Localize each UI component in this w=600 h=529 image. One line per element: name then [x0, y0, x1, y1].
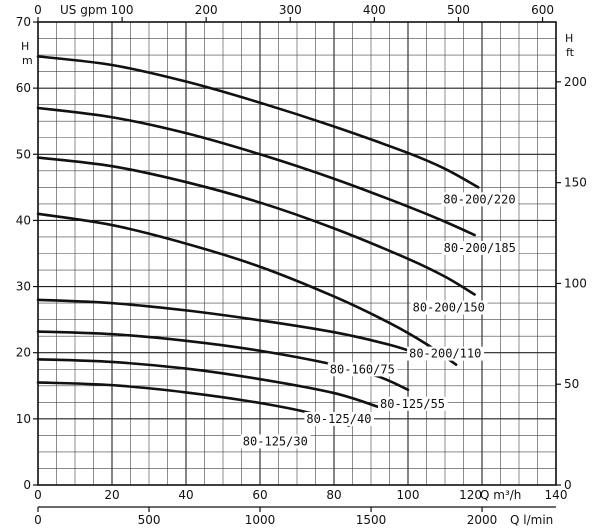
y-right-tick-label: 100: [564, 276, 587, 290]
curve-80-160-75: [36, 298, 425, 357]
curve-label-bg: [327, 362, 398, 377]
x-bottom-tick-label: 1500: [356, 513, 387, 527]
x-main-tick-label: 140: [545, 488, 568, 502]
curve-80-200-150: [36, 156, 476, 296]
x-top-tick-label: 100: [111, 3, 134, 17]
curve-80-125-55: [36, 330, 410, 392]
x-bottom-tick-label: 1000: [245, 513, 276, 527]
y-right-unit-h: H: [565, 32, 573, 45]
x-axis-bottom: 0 500 1000 1500 2000: [34, 506, 556, 527]
curve-label-bg: [441, 192, 519, 207]
y-right-tick-label: 0: [564, 478, 572, 492]
x-main-unit: Q m³/h: [480, 488, 521, 502]
x-top-tick-label: 500: [447, 3, 470, 17]
curve-80-200-110: [36, 212, 458, 366]
curve-label-bg: [378, 396, 448, 411]
x-main-tick-label: 20: [104, 488, 119, 502]
x-bottom-tick-label: 500: [138, 513, 161, 527]
curve-label-80-200-110: 80-200/110: [409, 347, 481, 361]
curve-label-80-160-75: 80-160/75: [330, 362, 395, 376]
curve-80-125-40: [36, 358, 380, 409]
curve-label-80-125-55: 80-125/55: [380, 397, 445, 411]
curve-label-80-200-185: 80-200/185: [444, 241, 516, 255]
y-left-tick-label: 70: [16, 15, 31, 29]
x-main-tick-label: 100: [397, 488, 420, 502]
curve-label-bg: [410, 300, 488, 315]
curve-80-200-220: [36, 55, 480, 189]
y-left-unit-m: m: [22, 54, 33, 67]
curve-label-80-200-150: 80-200/150: [413, 301, 485, 315]
x-bottom-unit: Q l/min: [510, 513, 553, 527]
x-top-unit: US gpm: [60, 3, 107, 17]
x-axis-main: 0 20 40 60 80 100 120 140: [34, 488, 567, 502]
x-main-tick-label: 40: [178, 488, 193, 502]
curve-label-bg: [441, 240, 519, 255]
x-top-tick-label: 400: [363, 3, 386, 17]
curve-label-bg: [240, 434, 311, 449]
x-axis-top: 0 100 200 300 400 500 600: [34, 3, 554, 22]
y-left-unit-h: H: [21, 40, 29, 53]
x-main-tick-label: 0: [34, 488, 42, 502]
y-right-tick-label: 50: [564, 377, 579, 391]
x-bottom-tick-label: 2000: [467, 513, 498, 527]
curve-label-bg: [407, 346, 485, 361]
curve-label-80-200-220: 80-200/220: [443, 192, 515, 206]
curve-labels: 80-200/220 80-200/185 80-200/150 80-200/110…: [240, 192, 519, 449]
x-top-tick-label: 300: [279, 3, 302, 17]
x-top-tick-label: 0: [34, 3, 42, 17]
x-bottom-tick-label: 0: [34, 513, 42, 527]
curve-label-80-125-30: 80-125/30: [243, 434, 308, 448]
x-top-tick-label: 600: [531, 3, 554, 17]
y-axis-right: 0 50 100 150 200: [556, 75, 587, 492]
y-left-tick-label: 50: [16, 147, 31, 161]
x-top-tick-label: 200: [195, 3, 218, 17]
y-right-tick-label: 150: [564, 176, 587, 190]
y-left-tick-label: 10: [16, 412, 31, 426]
y-left-tick-label: 40: [16, 213, 31, 227]
y-left-tick-label: 30: [16, 280, 31, 294]
curves: [36, 55, 480, 427]
x-main-tick-label: 60: [252, 488, 267, 502]
curve-80-200-185: [36, 106, 476, 237]
y-right-tick-label: 200: [564, 75, 587, 89]
curve-label-80-125-40: 80-125/40: [306, 412, 371, 426]
x-main-tick-label: 120: [459, 488, 482, 502]
y-left-tick-label: 60: [16, 81, 31, 95]
y-left-tick-label: 20: [16, 346, 31, 360]
x-main-tick-label: 80: [326, 488, 341, 502]
y-right-unit-ft: ft: [566, 46, 575, 59]
y-left-tick-label: 0: [23, 478, 31, 492]
y-axis-left: 0 10 20 30 40 50 60 70: [16, 15, 38, 492]
curve-label-bg: [304, 411, 375, 426]
plot-frame: [37, 21, 557, 486]
